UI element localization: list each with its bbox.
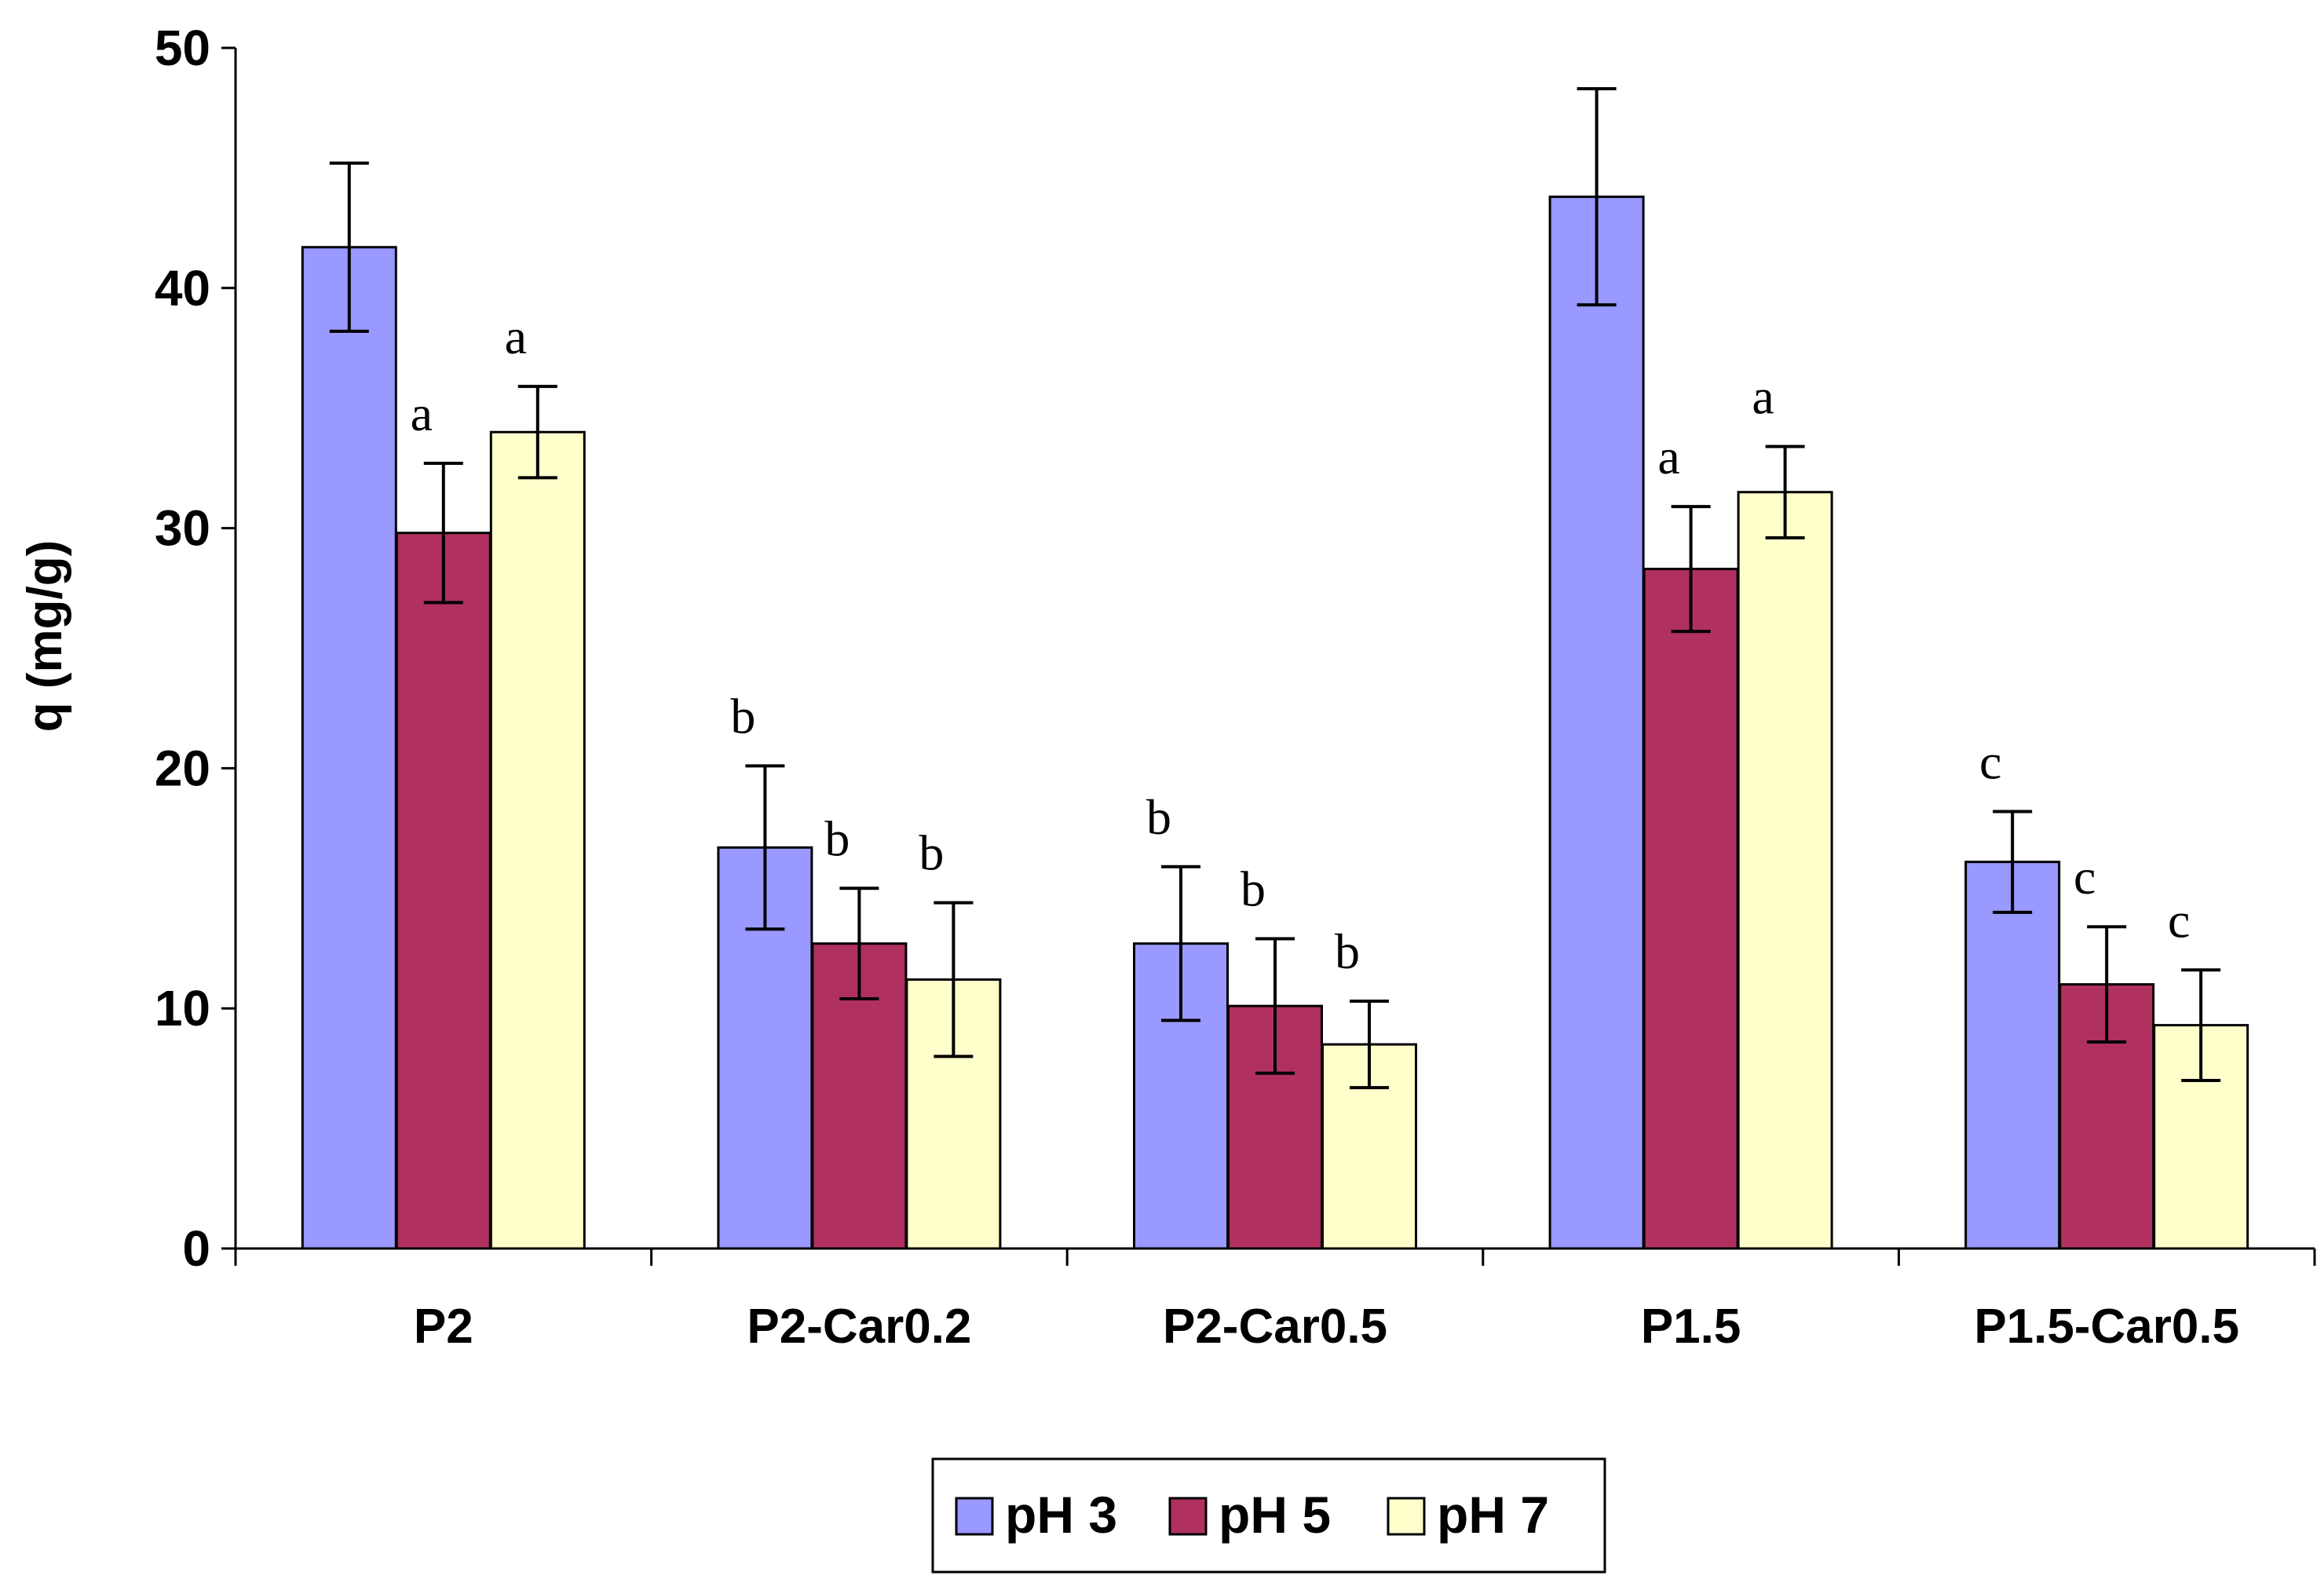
significance-letter: b <box>730 688 755 744</box>
significance-letter: a <box>505 309 527 364</box>
legend-swatch-ph5 <box>1168 1497 1208 1536</box>
x-tick-label: P1.5-Car0.5 <box>1974 1300 2239 1354</box>
significance-letter: b <box>824 810 850 866</box>
legend-swatch-ph7 <box>1387 1497 1426 1536</box>
plot-area: 0 10 20 30 40 50 a a P2 b b b P2-Car0.2 b b b P2-Car0.5 a… <box>155 20 2316 1354</box>
bar-ph7-p1.5 <box>1737 491 1833 1250</box>
y-tick-label: 0 <box>182 1220 210 1277</box>
legend-box <box>931 1457 1606 1574</box>
bar-ph3-p1.5 <box>1548 196 1645 1250</box>
legend-label-ph7: pH 7 <box>1437 1486 1549 1544</box>
significance-letter: a <box>1657 429 1679 484</box>
y-tick-label: 40 <box>155 260 210 316</box>
significance-letter: b <box>1146 789 1171 845</box>
significance-letter: a <box>1752 369 1774 425</box>
significance-letter: b <box>919 825 944 881</box>
y-tick-label: 10 <box>155 980 210 1036</box>
legend-swatch-ph3 <box>955 1497 994 1536</box>
bar-ph5-p2 <box>395 532 491 1250</box>
y-tick-label: 50 <box>155 20 210 76</box>
x-tick-label: P2-Car0.2 <box>747 1300 971 1354</box>
x-tick-label: P2-Car0.5 <box>1163 1300 1387 1354</box>
significance-letter: a <box>411 386 433 441</box>
y-tick-label: 20 <box>155 740 210 796</box>
legend-label-ph3: pH 3 <box>1005 1486 1117 1544</box>
legend: pH 3 pH 5 pH 7 <box>931 1457 1606 1574</box>
x-tick-label: P2 <box>414 1300 473 1354</box>
significance-letter: b <box>1335 923 1360 979</box>
bar-ph3-p1.5-car0.5 <box>1964 861 2061 1250</box>
significance-letter: b <box>1241 861 1266 917</box>
bar-ph7-p2 <box>489 430 586 1250</box>
legend-label-ph5: pH 5 <box>1219 1486 1331 1544</box>
bar-ph5-p1.5 <box>1643 568 1739 1250</box>
bar-ph3-p2 <box>301 246 397 1250</box>
x-tick-label: P1.5 <box>1641 1300 1741 1354</box>
significance-letter: c <box>2074 849 2096 905</box>
y-axis-label: q (mg/g) <box>18 540 72 733</box>
y-tick-label: 30 <box>155 500 210 557</box>
significance-letter: c <box>2168 892 2190 948</box>
significance-letter: c <box>1979 733 2001 789</box>
